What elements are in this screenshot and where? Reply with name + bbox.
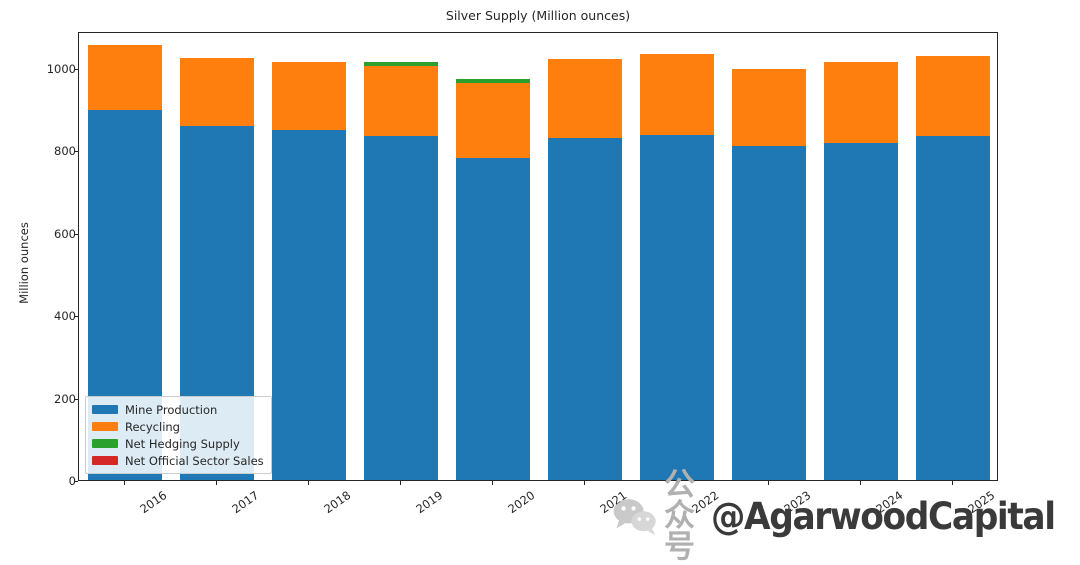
legend-item-1[interactable]: Recycling [92, 419, 264, 434]
bar-segment-2018-1 [272, 62, 346, 131]
bar-segment-2019-1 [364, 65, 438, 136]
bar-segment-2016-1 [88, 44, 162, 110]
bar-segment-2019-2 [364, 61, 438, 66]
bar-2021 [548, 59, 622, 480]
bar-segment-2019-0 [364, 135, 438, 480]
legend-swatch-1 [92, 422, 118, 431]
bar-segment-2021-1 [548, 59, 622, 139]
y-tick-label-800: 800 [54, 144, 76, 159]
y-tick-mark-200 [74, 398, 78, 400]
bar-2023 [732, 69, 806, 480]
bar-segment-2018-0 [272, 130, 346, 480]
x-tick-mark-2021 [584, 481, 585, 485]
bar-segment-2020-2 [456, 78, 530, 83]
bar-segment-2017-1 [180, 58, 254, 126]
x-tick-label-2019: 2019 [413, 488, 446, 517]
chart-figure: Silver Supply (Million ounces) Million o… [17, 8, 1056, 563]
bar-segment-2020-0 [456, 157, 530, 480]
legend-swatch-3 [92, 456, 118, 465]
chart-title: Silver Supply (Million ounces) [445, 8, 631, 23]
y-tick-mark-400 [74, 316, 78, 318]
y-axis-label: Million ounces [17, 222, 31, 304]
x-tick-label-2025: 2025 [965, 488, 998, 517]
x-tick-mark-2023 [768, 481, 769, 485]
legend-item-2[interactable]: Net Hedging Supply [92, 436, 264, 451]
x-tick-mark-2025 [952, 481, 953, 485]
bar-2019 [364, 61, 438, 480]
y-tick-mark-800 [74, 151, 78, 153]
x-tick-label-2016: 2016 [137, 488, 170, 517]
bar-2022 [640, 54, 714, 480]
bar-segment-2025-1 [916, 55, 990, 137]
x-tick-mark-2017 [216, 481, 217, 485]
bar-segment-2025-0 [916, 136, 990, 480]
x-tick-mark-2019 [400, 481, 401, 485]
x-tick-mark-2018 [308, 481, 309, 485]
legend-swatch-0 [92, 405, 118, 414]
y-tick-label-400: 400 [54, 309, 76, 324]
y-tick-label-200: 200 [54, 391, 76, 406]
bar-2025 [916, 55, 990, 480]
bar-segment-2024-1 [824, 62, 898, 144]
x-tick-label-2017: 2017 [229, 488, 262, 517]
x-tick-label-2021: 2021 [597, 488, 630, 517]
legend-label-2: Net Hedging Supply [125, 436, 240, 451]
y-tick-mark-0 [74, 481, 78, 482]
y-tick-mark-600 [74, 233, 78, 235]
x-tick-mark-2022 [676, 481, 677, 485]
legend-item-0[interactable]: Mine Production [92, 402, 264, 417]
watermark: 公众号 @AgarwoodCapital [612, 470, 1080, 563]
legend-label-1: Recycling [125, 419, 180, 434]
x-tick-label-2020: 2020 [505, 488, 538, 517]
bar-segment-2024-0 [824, 143, 898, 480]
watermark-cn-text: 公众号 [664, 467, 696, 565]
x-tick-label-2024: 2024 [873, 488, 906, 517]
bar-2024 [824, 62, 898, 480]
y-tick-mark-1000 [74, 69, 78, 71]
x-tick-label-2023: 2023 [781, 488, 814, 517]
bar-segment-2023-1 [732, 69, 806, 146]
bar-segment-2020-1 [456, 82, 530, 158]
bar-2018 [272, 62, 346, 480]
x-tick-label-2022: 2022 [689, 488, 722, 517]
y-tick-label-600: 600 [54, 226, 76, 241]
bar-segment-2022-1 [640, 54, 714, 135]
bar-segment-2023-0 [732, 145, 806, 480]
legend-swatch-2 [92, 439, 118, 448]
y-tick-label-0: 0 [68, 474, 76, 488]
legend-item-3[interactable]: Net Official Sector Sales [92, 453, 264, 468]
y-tick-label-1000: 1000 [46, 62, 76, 77]
x-tick-mark-2020 [492, 481, 493, 485]
bar-2020 [456, 78, 530, 480]
legend-label-0: Mine Production [125, 402, 218, 417]
chart-legend: Mine Production Recycling Net Hedging Supp… [85, 396, 272, 474]
bar-segment-2022-0 [640, 134, 714, 480]
x-tick-mark-2016 [124, 481, 125, 485]
bar-segment-2021-0 [548, 138, 622, 480]
x-tick-mark-2024 [860, 481, 861, 485]
x-tick-label-2018: 2018 [321, 488, 354, 517]
legend-label-3: Net Official Sector Sales [125, 453, 264, 468]
